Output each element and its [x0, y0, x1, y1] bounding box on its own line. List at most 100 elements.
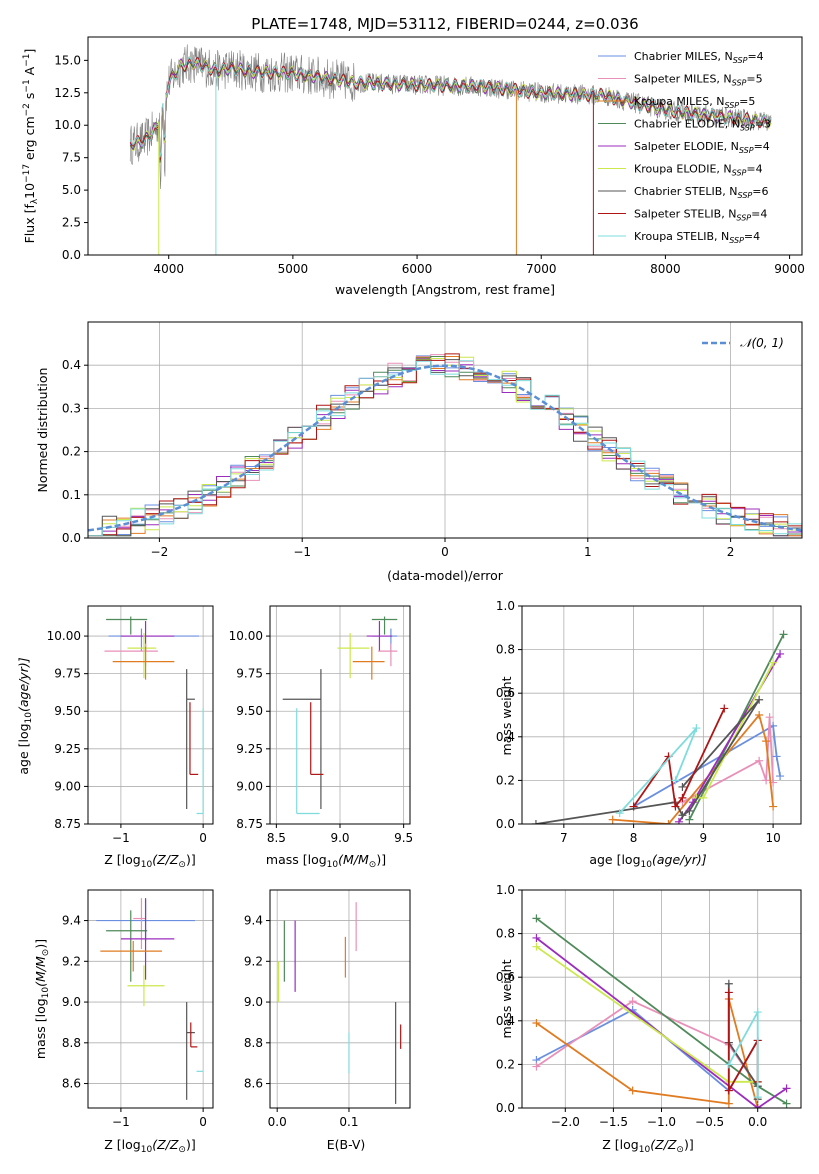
kroupa-elodie-errorbar	[127, 965, 165, 1007]
weight-marker	[671, 776, 680, 785]
y-tick-label: 9.50	[236, 704, 263, 718]
axes-frame	[269, 605, 411, 825]
chabrier-stelib-errorbar	[282, 669, 322, 809]
chabrier-miles-weight-line	[633, 724, 781, 808]
residuals-ylabel: Normed distribution	[35, 368, 50, 493]
axes-frame	[269, 889, 411, 1109]
age-vs-metallicity-panel: −1 0 8.75 9.00 9.25 9.50 9.75 10.00	[47, 605, 214, 845]
legend-label-base: Kroupa ELODIE, N	[634, 163, 732, 176]
y-tick-label: 15.0	[54, 53, 81, 67]
residuals-histogram-panel: −2 −1 0 1 2 0.0 0.1 0.2 0.3 0.4	[62, 321, 803, 559]
kroupa-elodie-errorbar	[127, 633, 157, 679]
spectrum-xlabel: wavelength [Angstrom, rest frame]	[335, 282, 555, 297]
legend-label-tail: =4	[744, 230, 760, 243]
x-tick-label: −0.5	[695, 1115, 724, 1129]
weight-marker	[532, 942, 541, 951]
x-tick-label: −1.5	[599, 1115, 628, 1129]
legend-label-sub: SSP	[740, 124, 755, 133]
chabrier-elodie-errorbar	[106, 616, 148, 635]
salpeter-miles-errorbar	[104, 643, 158, 667]
weight-marker	[755, 711, 764, 719]
legend-label: Chabrier MILES, NSSP=4	[634, 50, 764, 65]
y-tick-label: 9.50	[54, 704, 81, 718]
weight-marker	[678, 811, 687, 820]
weight-marker	[772, 752, 781, 761]
legend-label-base: Kroupa MILES, N	[634, 95, 724, 108]
y-tick-label: 0.0	[496, 1101, 515, 1115]
weight-vs-age-panel: 7 8 9 10 0.0 0.2 0.4 0.6 0.8 1.0	[496, 599, 802, 845]
weight-marker	[753, 1008, 762, 1017]
weight-marker	[724, 1086, 733, 1095]
age-z-xlabel: Z [log10(Z/Z⊙)]	[104, 852, 195, 870]
weight-marker	[720, 704, 729, 713]
weight-marker	[628, 997, 637, 1006]
legend-label-tail: =4	[751, 208, 767, 221]
y-tick-label: 0.1	[62, 488, 81, 502]
y-tick-label: 8.75	[236, 817, 263, 831]
y-tick-label: 0.0	[496, 817, 515, 831]
legend-label-sub: SSP	[732, 79, 747, 88]
x-tick-label: 8000	[650, 262, 681, 276]
grid-lines	[522, 889, 801, 1109]
legend-label-sub: SSP	[739, 146, 754, 155]
y-tick-label: 9.25	[236, 742, 263, 756]
weight-marker	[782, 1084, 791, 1093]
chabrier-elodie-errorbar	[106, 910, 148, 982]
legend-label-tail: =3	[755, 118, 771, 131]
mass-vs-extinction-panel: 0.0 0.1 8.6 8.8 9.0 9.2 9.4	[244, 889, 411, 1129]
y-tick-label: 2.5	[62, 216, 81, 230]
legend-label: Kroupa ELODIE, NSSP=4	[634, 163, 763, 178]
y-tick-label: 10.0	[54, 118, 81, 132]
legend-label-tail: =5	[746, 73, 762, 86]
y-tick-label: 0.4	[496, 730, 515, 744]
x-tick-label: 8.5	[267, 831, 286, 845]
legend-label-base: Salpeter MILES, N	[634, 73, 732, 86]
x-tick-label: 8	[630, 831, 638, 845]
y-tick-label: 9.4	[62, 914, 81, 928]
x-tick-label: 1	[584, 545, 592, 559]
legend-label-base: Salpeter ELODIE, N	[634, 140, 739, 153]
legend-label-tail: =5	[739, 95, 755, 108]
weight-z-xlabel: Z [log10(Z/Z⊙)]	[602, 1137, 693, 1155]
kroupa-miles-errorbar	[112, 646, 175, 680]
y-tick-label: 0.6	[496, 970, 515, 984]
grid-lines	[88, 890, 213, 1108]
y-tick-label: 9.2	[244, 954, 263, 968]
y-tick-label: 0.2	[496, 773, 515, 787]
chabrier-stelib-model-line	[129, 57, 772, 163]
salpeter-elodie-weight-line	[535, 937, 788, 1108]
residuals-legend: 𝒩(0, 1)	[702, 336, 784, 350]
y-tick-label: 0.3	[62, 401, 81, 415]
legend-label-sub: SSP	[736, 214, 751, 223]
salpeter-stelib-errorbar	[190, 1022, 198, 1048]
y-tick-label: 1.0	[496, 883, 515, 897]
chabrier-elodie-errorbar	[371, 616, 398, 635]
weight-marker	[532, 914, 541, 923]
y-tick-label: 9.25	[54, 742, 81, 756]
weight-marker	[762, 737, 771, 746]
grid-lines	[88, 606, 213, 825]
y-tick-label: 9.75	[54, 667, 81, 681]
kroupa-stelib-errorbar	[196, 708, 204, 815]
y-tick-label: 12.5	[54, 86, 81, 100]
x-tick-label: 2	[727, 545, 735, 559]
plot-area	[88, 353, 802, 537]
mass-ylabel: mass [log10(M/M⊙)]	[33, 939, 51, 1059]
kroupa-stelib-histogram	[88, 360, 802, 537]
y-tick-label: 10.00	[229, 629, 263, 643]
legend-label-tail: =4	[746, 163, 762, 176]
plot-area	[532, 914, 791, 1108]
spectrum-title: PLATE=1748, MJD=53112, FIBERID=0244, z=0…	[251, 15, 638, 33]
weight-marker	[765, 713, 774, 722]
salpeter-miles-weight-line	[535, 1000, 759, 1087]
legend-label-sub: SSP	[724, 101, 739, 110]
axes-frame	[87, 321, 803, 539]
y-tick-label: 10.00	[47, 629, 81, 643]
x-tick-label: −1	[293, 545, 311, 559]
weight-age-xlabel: age [log10(age/yr)]	[589, 852, 706, 870]
y-tick-label: 8.6	[62, 1077, 81, 1091]
grid-lines	[270, 890, 410, 1108]
weight-marker	[724, 979, 733, 988]
